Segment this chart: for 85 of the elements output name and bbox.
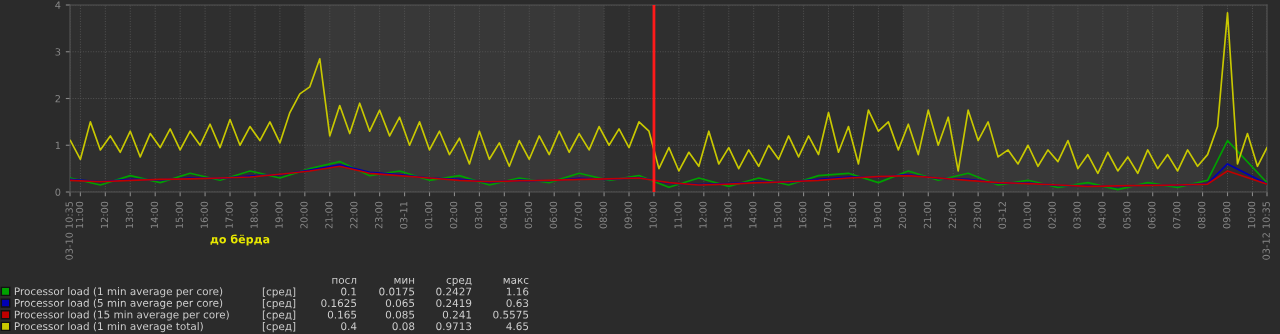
x-tick-label: 21:00 (325, 201, 333, 229)
x-tick-label: 09:00 (1222, 201, 1231, 229)
x-tick-label: 07:00 (574, 201, 582, 229)
text: 0.085 (385, 310, 415, 319)
x-tick-label: 05:00 (1123, 201, 1131, 229)
x-tick-label: 10:00 (1247, 201, 1256, 228)
x-tick-label: 01:00 (424, 201, 433, 229)
x-tick-label: 15:00 (175, 201, 183, 228)
text: 0.241 (442, 310, 472, 319)
text: 0.2419 (436, 299, 472, 308)
legend-label: Processor load (1 min average per core) (14, 287, 223, 298)
text: [сред] (262, 298, 296, 310)
x-tick-label: 03:00 (1073, 201, 1081, 229)
x-tick-label: 20:00 (300, 201, 308, 229)
x-tick-label: 05:00 (524, 201, 533, 229)
x-tick-label: 13:00 (724, 201, 732, 228)
x-tick-label: 17:00 (823, 201, 832, 228)
text: 0.1 (341, 287, 357, 296)
x-tick-label: 01:00 (1023, 201, 1031, 229)
x-tick-label: 04:00 (499, 201, 508, 229)
x-tick-label: 16:00 (200, 201, 208, 228)
x-tick-label: 12:00 (699, 201, 707, 228)
x-tick-label: 18:00 (848, 201, 857, 228)
text: 0.5575 (493, 310, 529, 319)
x-tick-label: 22:00 (350, 201, 358, 229)
text: мин (394, 278, 415, 284)
y-tick-label: 1 (55, 141, 61, 149)
text: 1.16 (506, 287, 529, 296)
x-tick-label: 17:00 (225, 201, 233, 228)
text: [сред] (262, 287, 296, 298)
y-tick-label: 2 (55, 94, 60, 103)
x-tick-label: 11:00 (674, 201, 682, 228)
x-tick-label: 23:00 (973, 201, 981, 229)
x-tick-label: 03-11 (400, 201, 408, 229)
x-tick-label: 08:00 (1198, 201, 1206, 229)
x-tick-label: 18:00 (250, 201, 258, 228)
text: сред (446, 277, 472, 286)
legend-label: Processor load (5 min average per core) (14, 298, 223, 309)
x-tick-label: 12:00 (100, 201, 109, 228)
x-tick-label: 08:00 (599, 201, 607, 229)
text: 4.65 (506, 322, 529, 331)
x-tick-label: 07:00 (1173, 201, 1181, 229)
text: [сред] (262, 310, 296, 321)
x-tick-label: 03-12 10:35 (1262, 201, 1270, 260)
x-tick-label: 22:00 (948, 201, 957, 229)
x-tick-label: 06:00 (1148, 201, 1156, 229)
x-tick-label: 20:00 (898, 201, 907, 229)
text: 0.065 (385, 299, 415, 308)
legend-label: Processor load (15 min average per core) (14, 310, 229, 321)
text: посл (332, 277, 357, 284)
text: до бёрда (210, 234, 270, 246)
text: 0.08 (392, 322, 415, 331)
text: 0.4 (341, 322, 357, 331)
x-tick-label: 02:00 (449, 201, 458, 229)
x-tick-label: 04:00 (1098, 201, 1106, 229)
x-tick-label: 14:00 (749, 201, 757, 228)
x-tick-label: 02:00 (1048, 201, 1056, 229)
x-tick-label: 11:00 (75, 201, 84, 228)
x-tick-label: 21:00 (923, 201, 932, 229)
x-tick-label: 03-10 10:35 (65, 201, 73, 260)
text: 0.0175 (379, 287, 415, 296)
legend-label: Processor load (1 min average total) (14, 322, 203, 333)
x-tick-label: 19:00 (275, 201, 283, 228)
x-tick-label: 10:00 (649, 201, 657, 228)
text: 0.2427 (436, 287, 472, 296)
x-tick-label: 19:00 (873, 201, 882, 228)
y-tick-label: 4 (55, 1, 61, 9)
line-series (70, 12, 1267, 175)
text: 0.1625 (321, 299, 357, 308)
x-tick-label: 15:00 (774, 201, 782, 228)
y-tick-label: 3 (55, 48, 61, 56)
x-tick-label: 06:00 (549, 201, 558, 229)
text: 0.165 (327, 310, 357, 319)
text: 0.9713 (436, 322, 472, 331)
x-tick-label: 03:00 (474, 201, 483, 229)
x-tick-label: 14:00 (150, 201, 159, 228)
x-tick-label: 03-12 (998, 202, 1006, 229)
text: [сред] (262, 322, 296, 333)
x-tick-label: 23:00 (375, 201, 383, 229)
x-tick-label: 13:00 (125, 201, 134, 228)
text: макс (503, 277, 529, 284)
y-tick-label: 0 (55, 188, 61, 196)
x-tick-label: 09:00 (624, 201, 632, 229)
text: 0.63 (506, 299, 529, 308)
x-tick-label: 16:00 (799, 201, 807, 228)
